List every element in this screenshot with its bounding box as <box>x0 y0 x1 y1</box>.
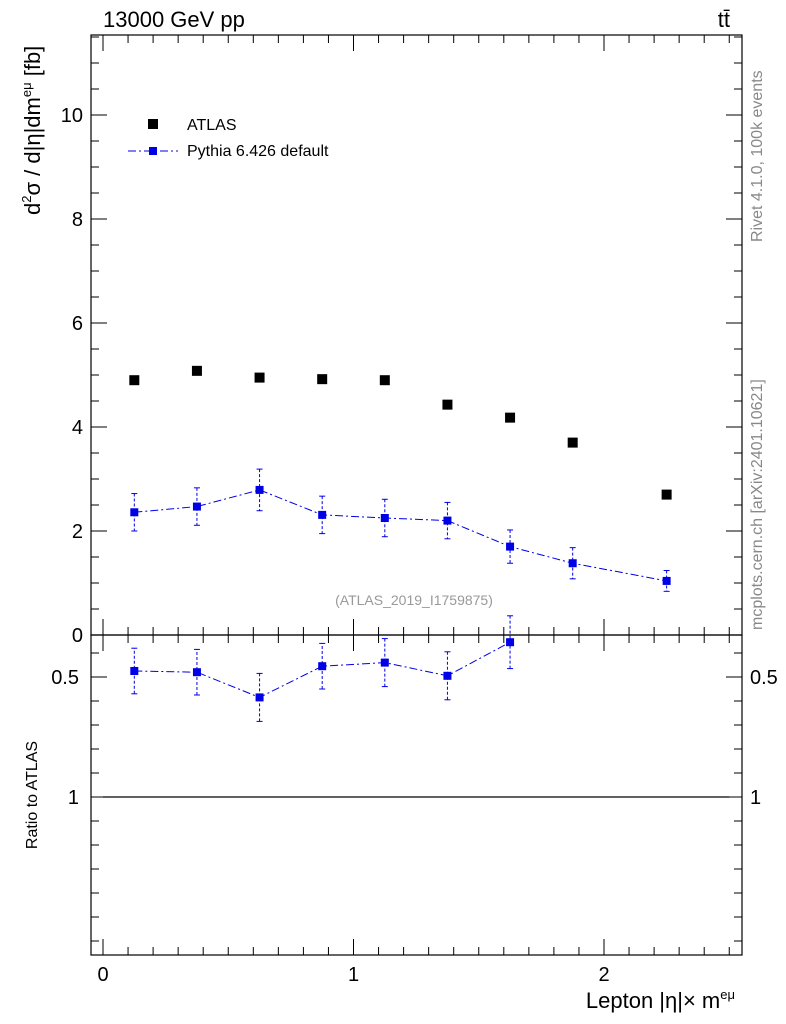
atlas-data-point <box>505 412 516 423</box>
atlas-data-point <box>442 399 453 410</box>
ratio-data-point <box>192 668 201 677</box>
main-y-tick-label: 0 <box>72 625 83 647</box>
ratio-y-axis-label: Ratio to ATLAS <box>24 741 41 849</box>
legend: ATLAS Pythia 6.426 default <box>128 117 329 160</box>
atlas-data-point <box>191 365 202 376</box>
x-tick-label: 0 <box>97 964 108 986</box>
main-y-tick-label: 4 <box>72 417 83 439</box>
pythia-data-point <box>318 510 327 519</box>
ratio-data-point <box>255 693 264 702</box>
ratio-y-tick-label-left: 1 <box>68 787 79 809</box>
ratio-plot-frame <box>90 634 743 956</box>
atlas-data-point <box>661 489 672 500</box>
pythia-data-point <box>255 485 264 494</box>
rivet-version-label: Rivet 4.1.0, 100k events <box>749 70 766 242</box>
analysis-watermark: (ATLAS_2019_I1759875) <box>335 592 493 608</box>
pythia-data-point <box>192 502 201 511</box>
pythia-data-point <box>380 514 389 522</box>
atlas-data-point <box>317 374 328 385</box>
pythia-data-point <box>443 516 452 525</box>
pythia-data-point <box>662 576 671 585</box>
main-panel: (ATLAS_2019_I1759875) d2σ / d|η|dmeμ [fb… <box>19 34 743 647</box>
ratio-y-tick-label-left: 0.5 <box>51 667 79 689</box>
main-y-axis-label: d2σ / d|η|dmeμ [fb] <box>19 46 45 215</box>
ratio-data-point <box>506 638 515 647</box>
ratio-data-point <box>380 658 389 667</box>
legend-atlas-label: ATLAS <box>187 117 237 134</box>
x-axis-label: Lepton |η|× meμ <box>586 987 735 1013</box>
ratio-data-point <box>318 662 327 671</box>
main-y-tick-label: 8 <box>72 209 83 231</box>
ratio-data-point <box>443 671 452 680</box>
pythia-data-point <box>506 542 515 551</box>
ratio-y-tick-label-right: 0.5 <box>750 667 778 689</box>
atlas-data-point <box>567 437 578 448</box>
x-tick-label: 2 <box>598 964 609 986</box>
mcplots-label: mcplots.cern.ch [arXiv:2401.10621] <box>749 379 766 630</box>
atlas-data-point <box>254 372 265 383</box>
x-tick-label: 1 <box>348 964 359 986</box>
legend-pythia-marker <box>149 147 157 155</box>
atlas-data-point <box>379 375 390 386</box>
pythia-line <box>134 489 667 582</box>
legend-atlas-marker <box>148 119 158 129</box>
main-y-tick-label: 2 <box>72 521 83 543</box>
ratio-data-point <box>130 667 139 675</box>
main-y-tick-label: 10 <box>61 105 83 127</box>
ratio-y-tick-label-right: 1 <box>750 787 761 809</box>
legend-pythia-label: Pythia 6.426 default <box>187 143 329 160</box>
atlas-data-point <box>129 375 140 386</box>
energy-label: 13000 GeV pp <box>103 7 245 32</box>
pythia-data-point <box>130 508 139 517</box>
main-y-tick-label: 6 <box>72 313 83 335</box>
process-label: tt̄ <box>718 7 730 32</box>
pythia-data-point <box>568 559 577 568</box>
